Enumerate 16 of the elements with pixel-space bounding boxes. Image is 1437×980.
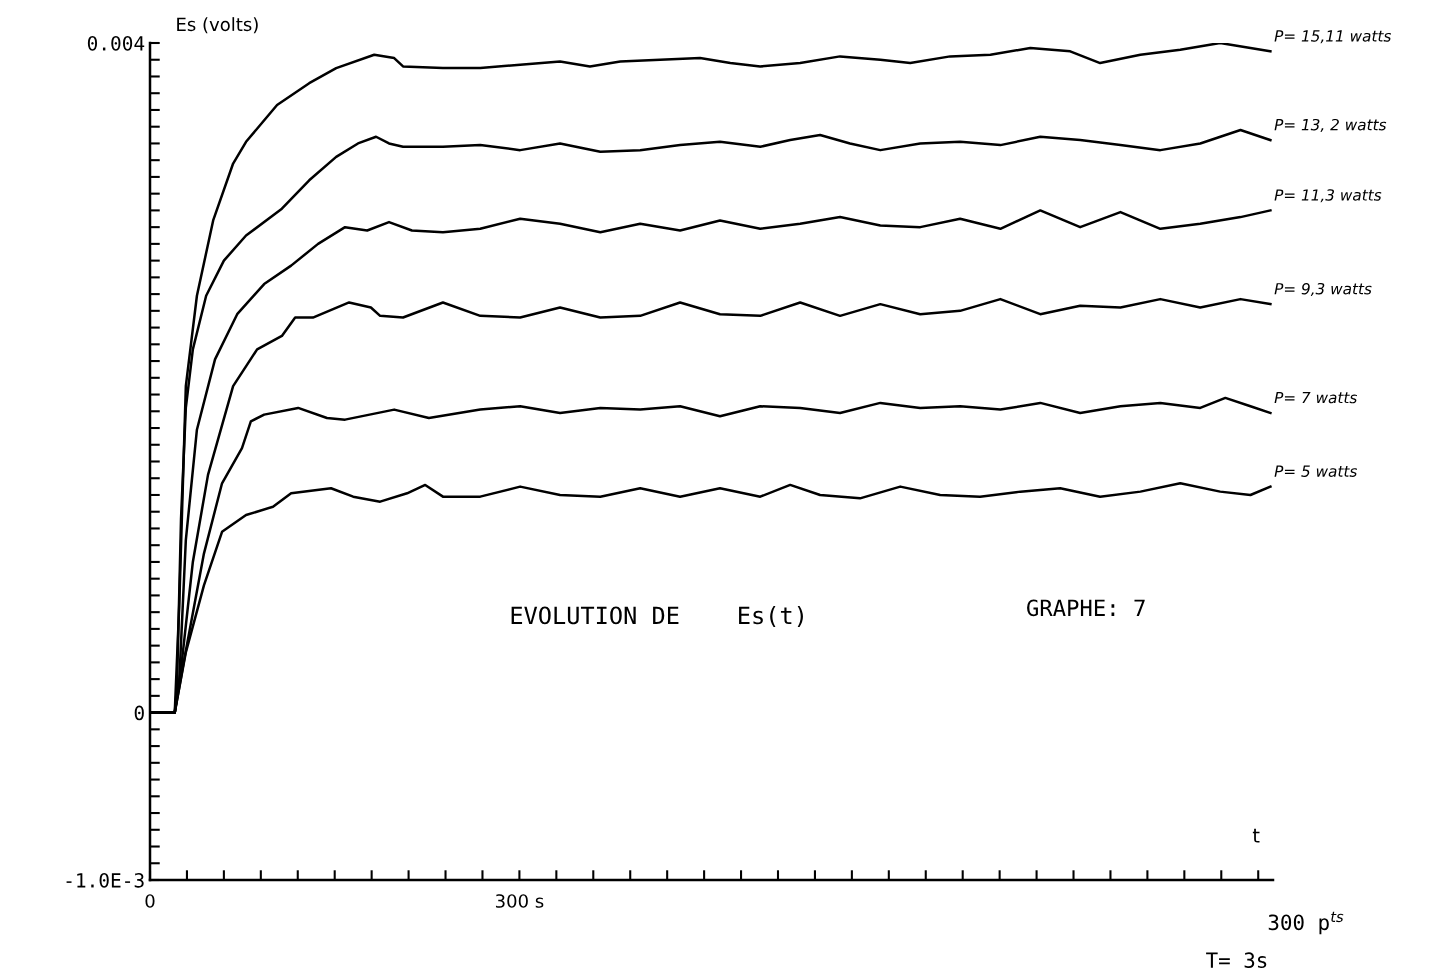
series-label: P= 9,3 watts <box>1274 282 1372 297</box>
y-tick-label: 0.004 <box>87 36 145 51</box>
x-tick-label: 300 s <box>495 894 544 908</box>
series-label: P= 7 watts <box>1274 391 1358 404</box>
y-tick-label: 0 <box>134 705 144 721</box>
annotation: GRAPHE: 7 <box>1027 599 1145 617</box>
text: 300 p$^{ts}$ <box>1268 911 1344 935</box>
series-label: P= 15,11 watts <box>1274 30 1392 44</box>
y-axis-title: Es (volts) <box>177 17 258 34</box>
series-label: P= 13, 2 watts <box>1274 118 1387 132</box>
y-tick-label: -1.0E-3 <box>66 873 144 888</box>
x-axis-title: t <box>1252 828 1260 843</box>
series-label: P= 11,3 watts <box>1274 189 1382 203</box>
series-label: P= 5 watts <box>1274 465 1358 477</box>
annotation: EVOLUTION DE Es(t) <box>511 606 803 628</box>
text: T= 3s <box>1206 952 1267 969</box>
